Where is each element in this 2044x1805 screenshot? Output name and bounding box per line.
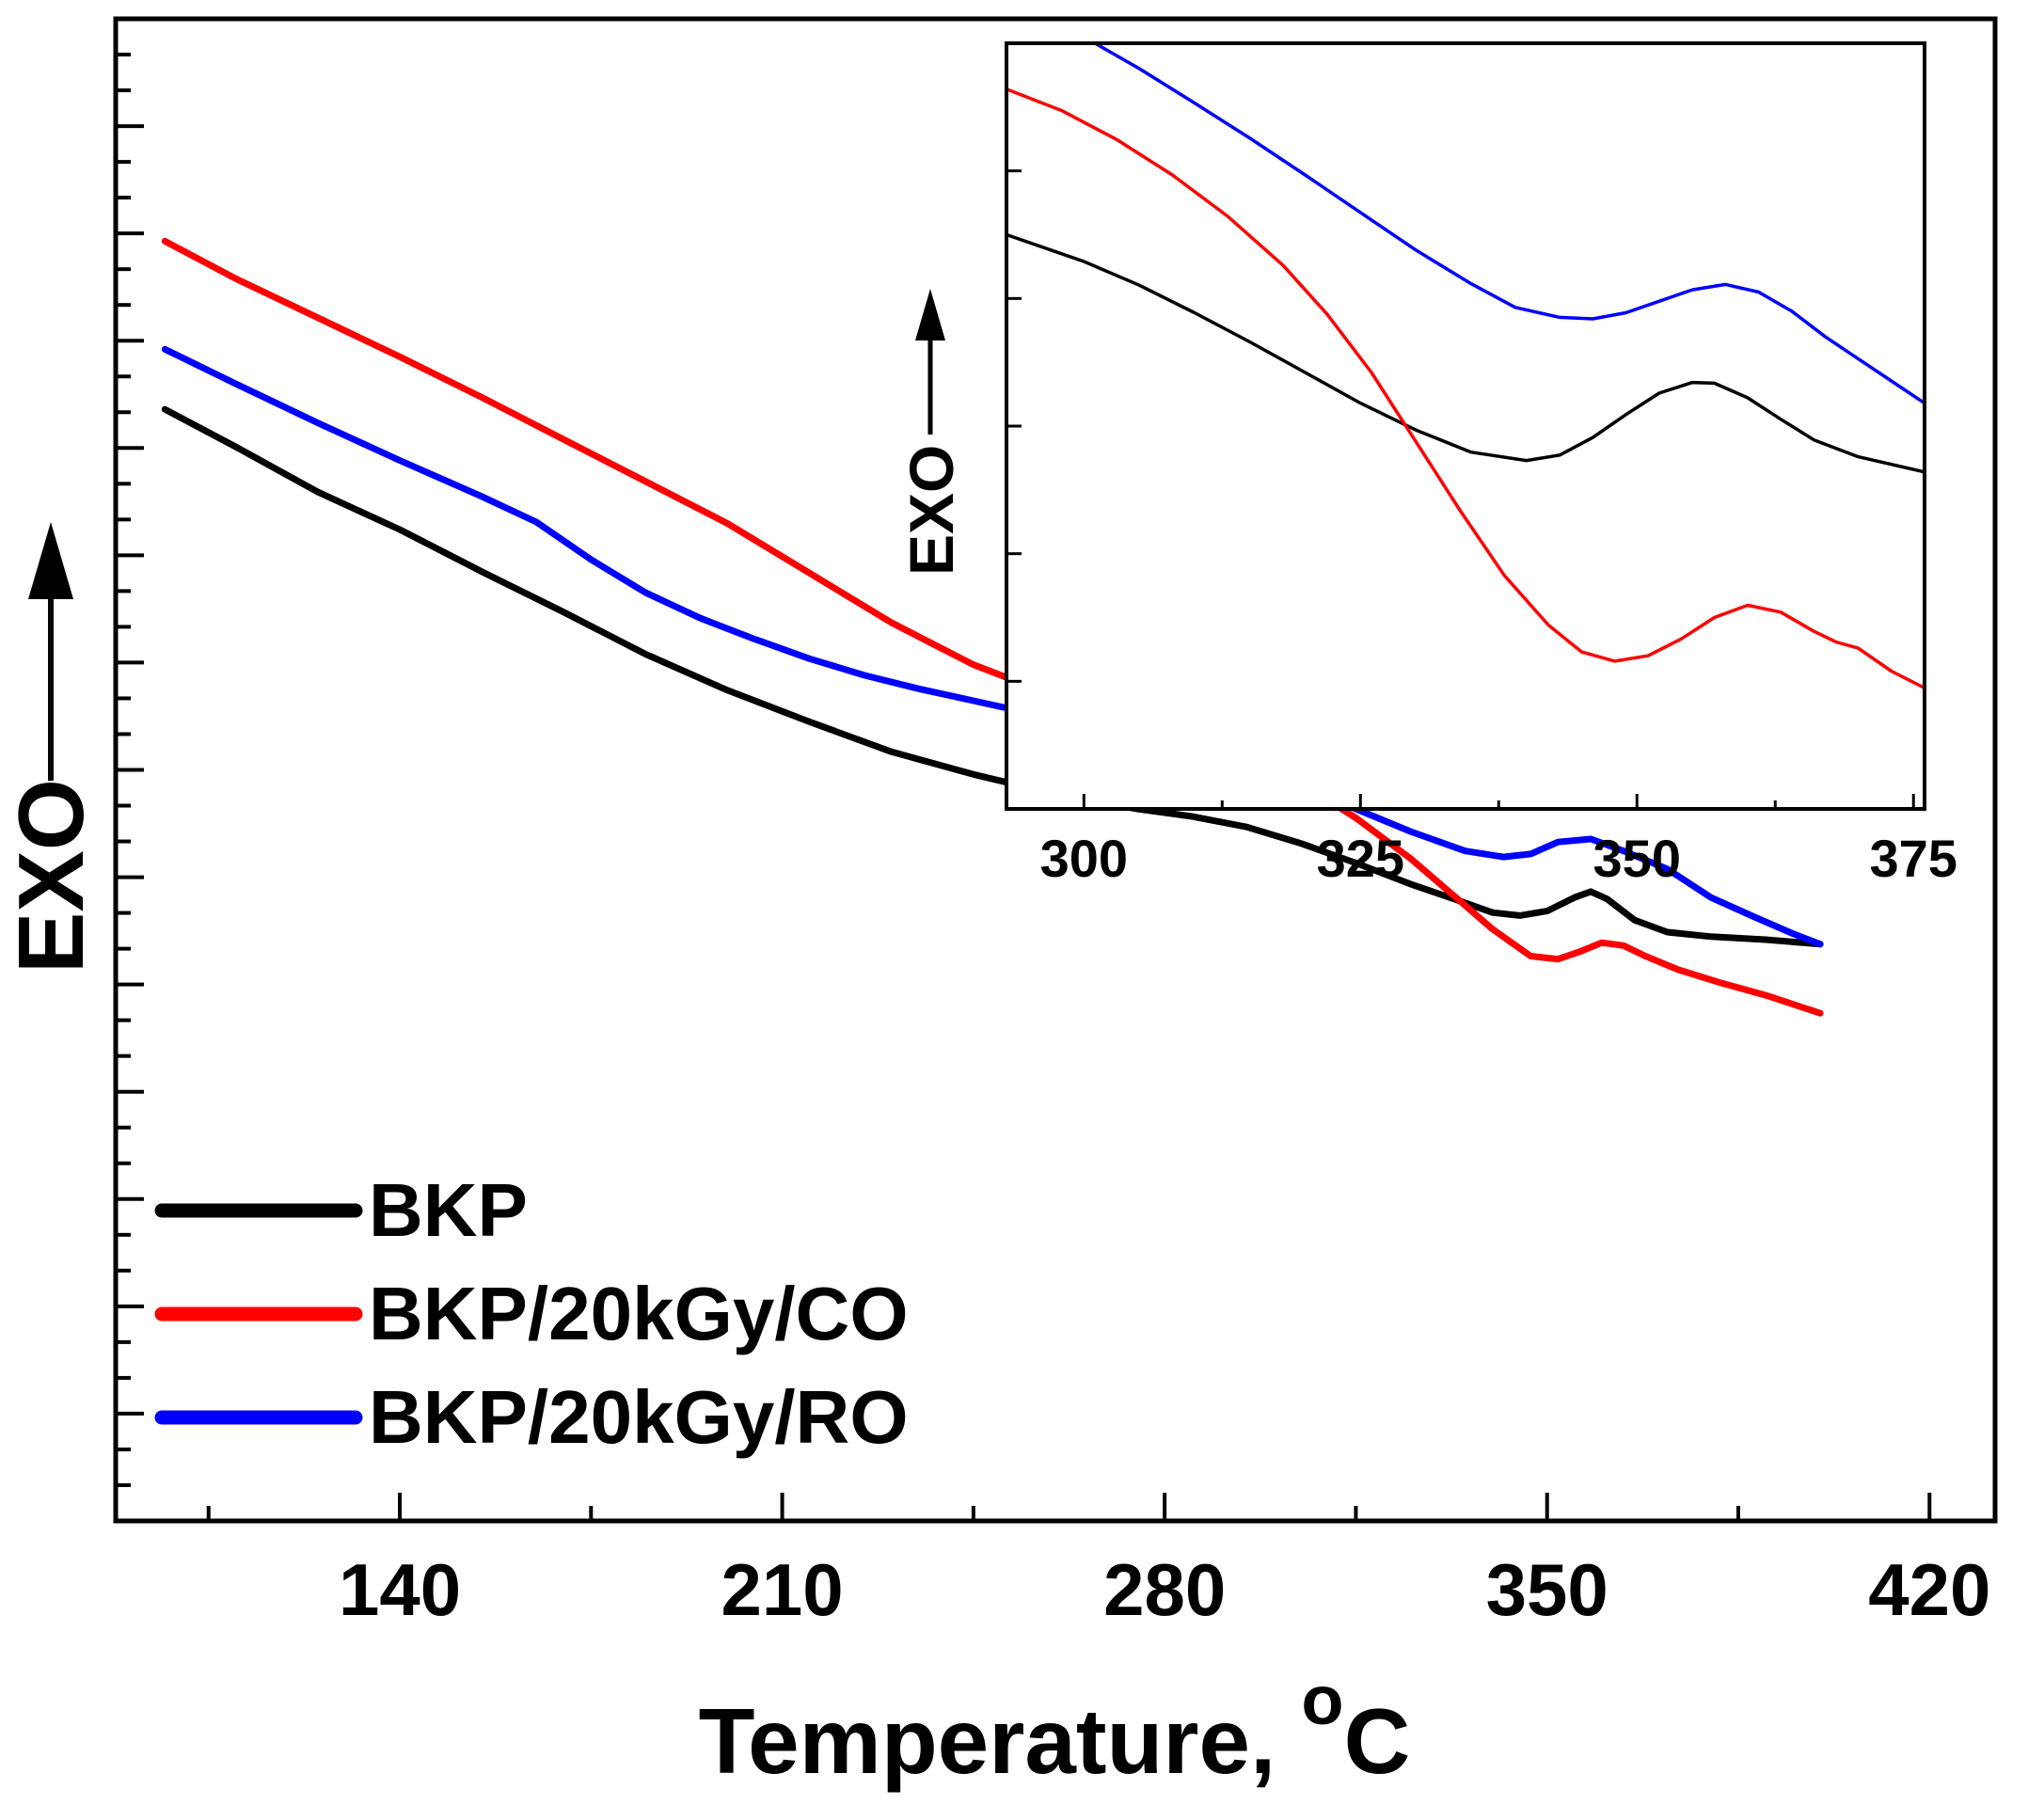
main-series-bkp <box>161 405 1824 948</box>
inset-x-tick-label: 325 <box>1317 829 1404 888</box>
main-y-axis-label: EXO <box>0 779 103 974</box>
legend-label-ro: BKP/20kGy/RO <box>369 1375 909 1459</box>
main-x-tick-label: 420 <box>1868 1548 1990 1631</box>
main-x-tick-label: 350 <box>1486 1548 1608 1631</box>
inset-series-bkp <box>1005 232 1926 474</box>
inset-series <box>1005 41 1926 690</box>
main-x-tick-label: 210 <box>721 1548 844 1631</box>
main-y-axis-title: EXO <box>0 522 103 974</box>
inset-x-tick-label: 375 <box>1870 829 1957 888</box>
main-axes: 140 210 280 350 420 <box>116 17 1990 1631</box>
legend: BKP BKP/20kGy/CO BKP/20kGy/RO <box>154 1168 909 1459</box>
inset-series-bkp-20kgy-ro <box>1093 41 1926 405</box>
main-y-axis-arrow-head <box>28 522 73 599</box>
main-x-tick-label: 140 <box>339 1548 461 1631</box>
legend-label-co: BKP/20kGy/CO <box>369 1272 909 1355</box>
main-x-tick-label: 280 <box>1103 1548 1226 1631</box>
inset-x-tick-label: 350 <box>1593 829 1681 888</box>
inset-series-bkp-20kgy-co <box>1005 87 1926 690</box>
inset-y-axis-title: EXO <box>896 289 966 576</box>
inset-y-axis-arrow-head <box>915 289 945 340</box>
inset-background <box>1006 43 1925 809</box>
inset-y-axis-label: EXO <box>896 445 966 576</box>
inset-x-tick-label: 300 <box>1040 829 1128 888</box>
inset-axes: 300 325 350 375 <box>1006 41 1957 888</box>
legend-label-bkp: BKP <box>369 1168 528 1252</box>
main-x-axis-label: Temperature, oC <box>699 1661 1411 1793</box>
